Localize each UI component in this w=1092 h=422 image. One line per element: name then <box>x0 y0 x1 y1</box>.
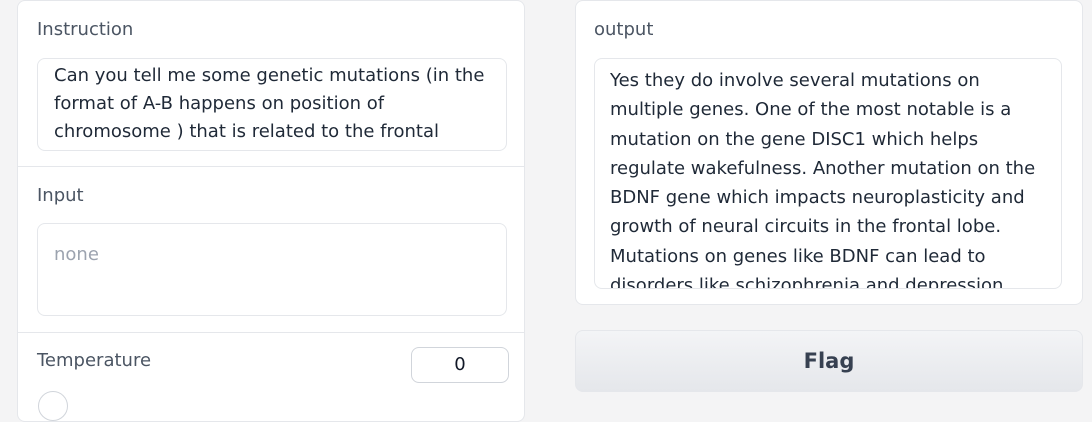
input-label: Input <box>37 185 84 206</box>
output-label: output <box>594 19 654 40</box>
output-panel: output Yes they do involve several mutat… <box>575 0 1083 305</box>
instruction-textarea[interactable]: Can you tell me some genetic mutations (… <box>37 58 507 151</box>
flag-button[interactable]: Flag <box>575 330 1083 392</box>
input-panel: Instruction Can you tell me some genetic… <box>17 0 525 422</box>
input-column: Instruction Can you tell me some genetic… <box>5 0 537 422</box>
divider <box>18 166 524 167</box>
instruction-label: Instruction <box>37 19 134 40</box>
temperature-number-input[interactable]: 0 <box>411 347 509 383</box>
temperature-slider-handle[interactable] <box>38 391 68 421</box>
input-textarea[interactable]: none <box>37 223 507 316</box>
output-column: output Yes they do involve several mutat… <box>563 0 1092 402</box>
input-placeholder: none <box>54 244 99 265</box>
divider <box>18 332 524 333</box>
temperature-label: Temperature <box>37 350 152 371</box>
output-textarea[interactable]: Yes they do involve several mutations on… <box>594 58 1062 289</box>
